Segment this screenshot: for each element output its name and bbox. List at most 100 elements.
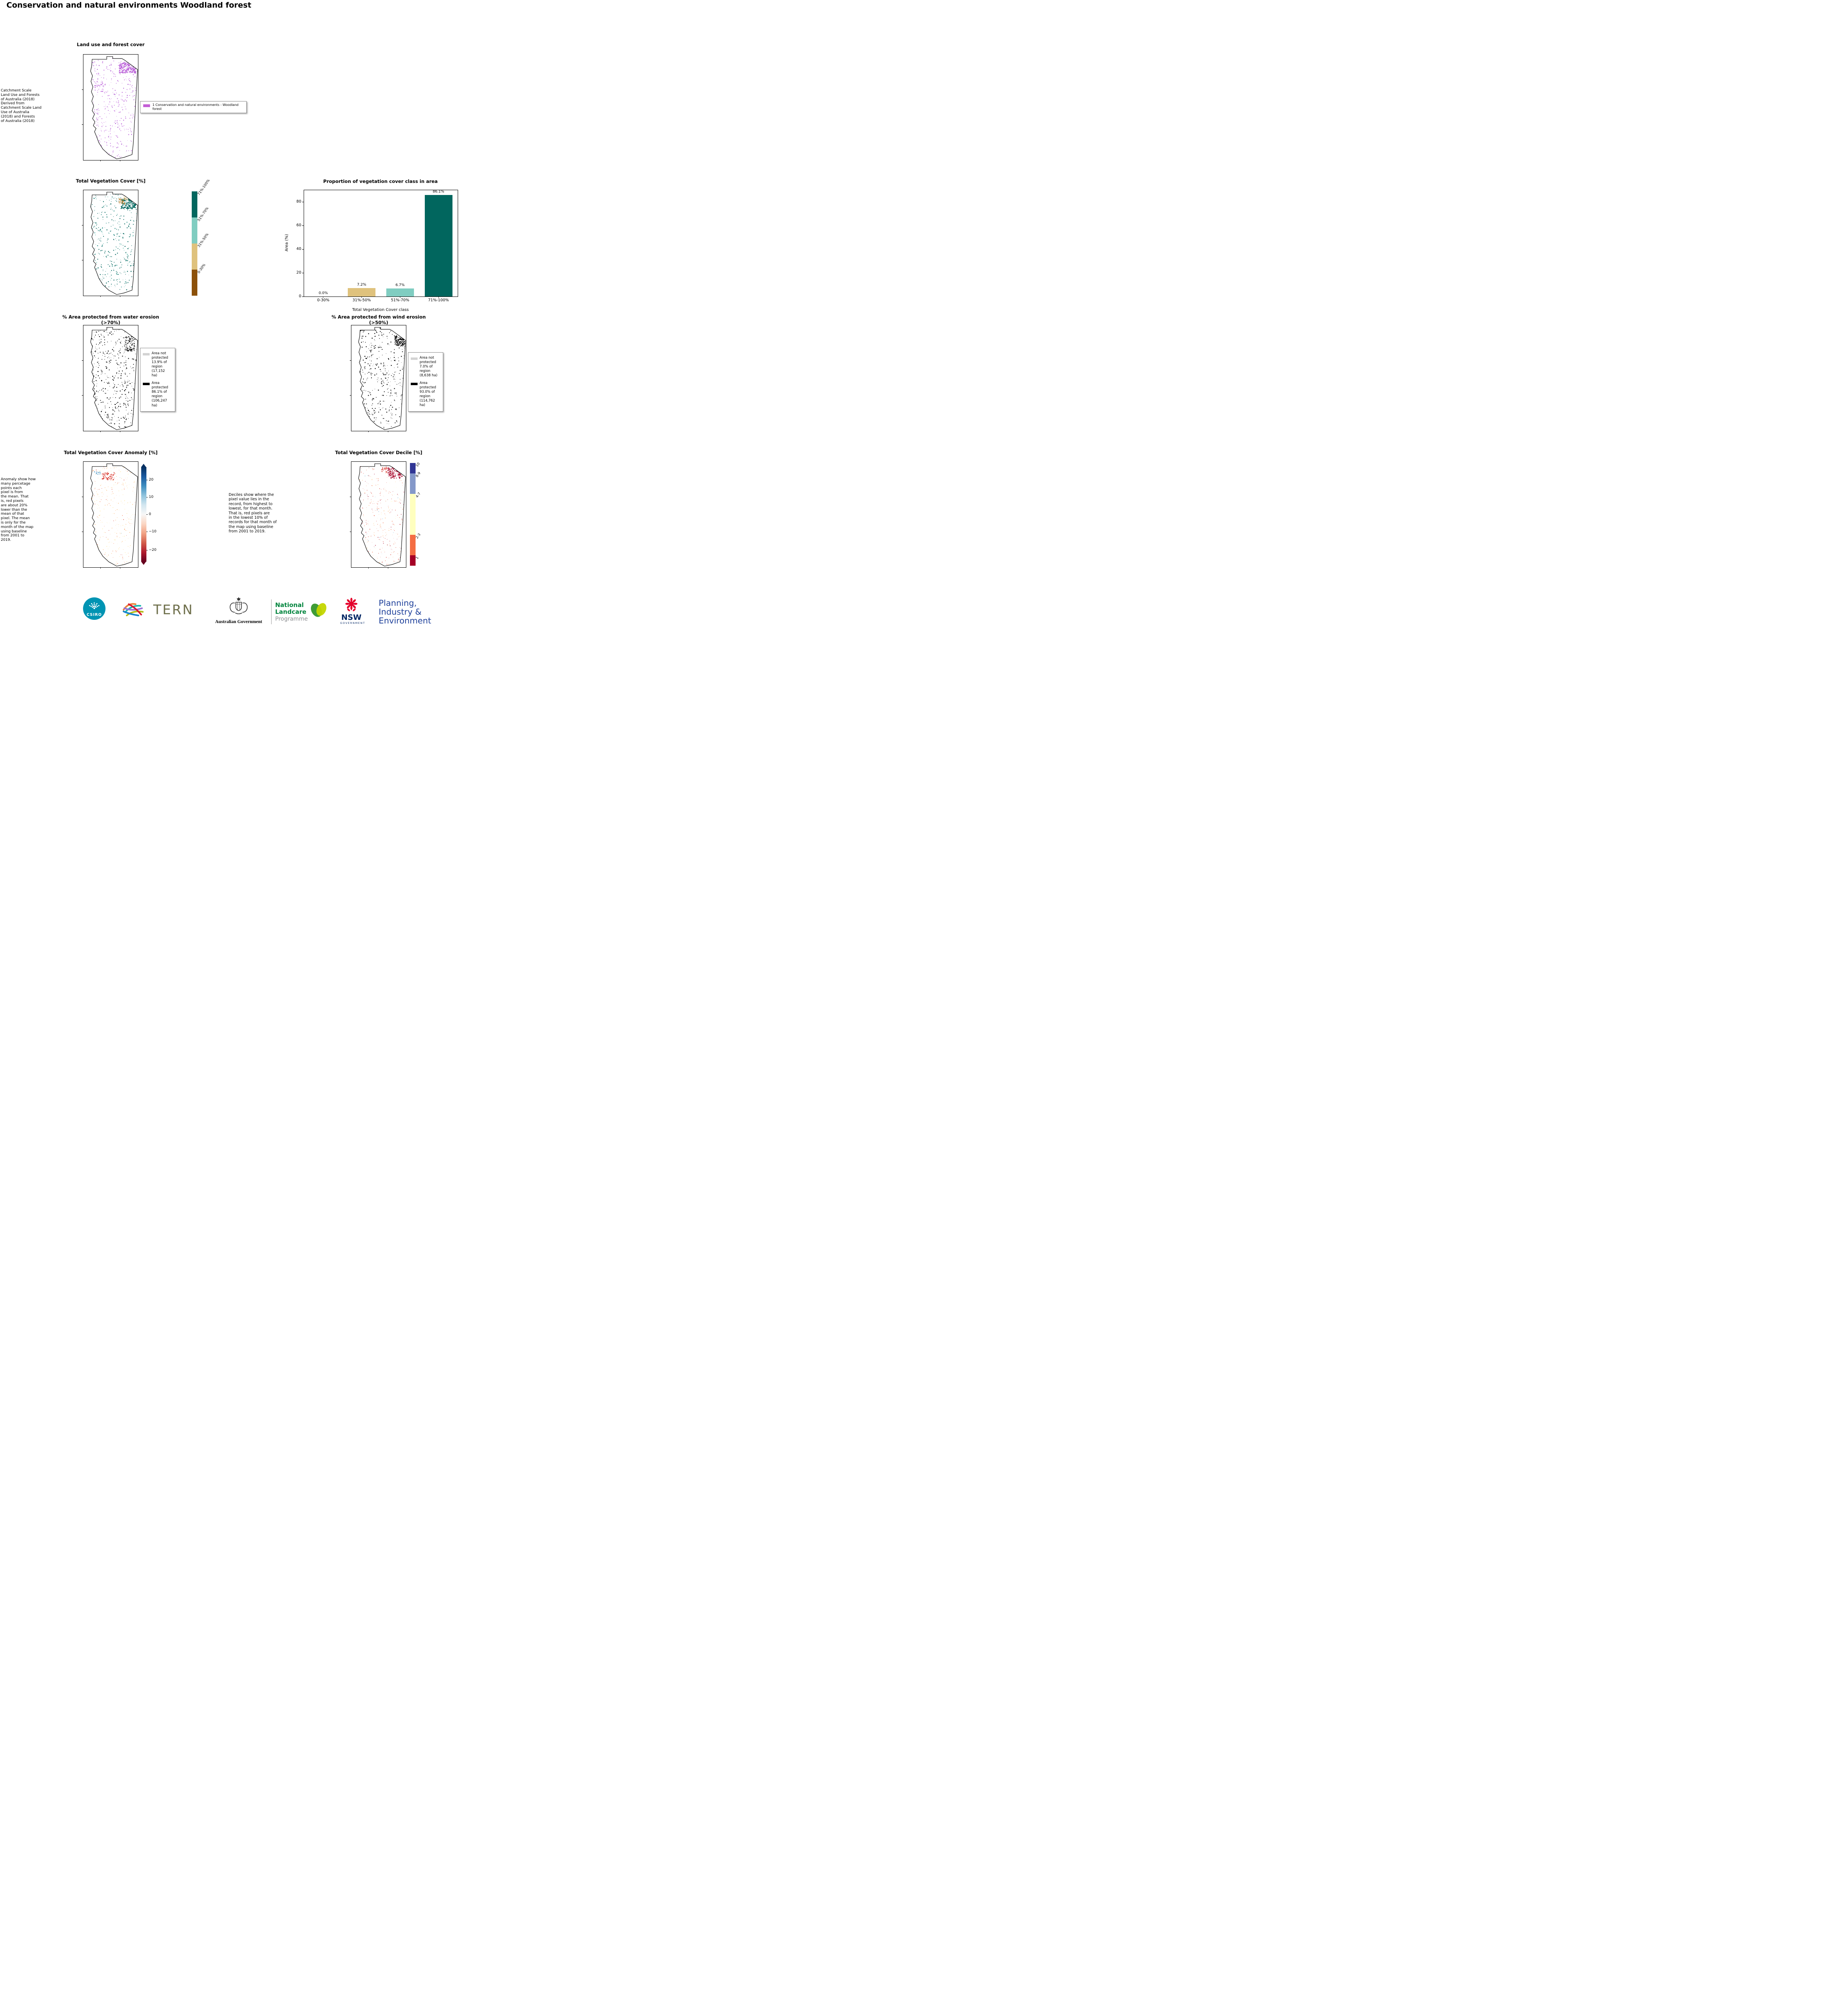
leaf-icon: [311, 603, 327, 617]
axis-tick: [368, 567, 369, 569]
anomaly-panel-title: Total Vegetation Cover Anomaly [%]: [64, 450, 158, 455]
tern-logo: TERN: [120, 599, 194, 619]
colorbar-tick-label: 20: [149, 477, 154, 482]
pie-line-planning: Planning,: [379, 598, 417, 608]
colorbar-label: 10: [415, 462, 421, 468]
legend-entry-label: Area not protected 13.9% of region (17,1…: [152, 351, 168, 378]
nsw-logo: NSW GOVERNMENT: [340, 597, 365, 625]
colorbar-label: 31%-50%: [197, 232, 210, 248]
y-tick: [302, 225, 304, 226]
chart-x-axis-label: Total Vegetation Cover class: [352, 308, 409, 312]
chart-bar: [424, 195, 452, 296]
colorbar-segment: [410, 473, 416, 494]
legend-swatch: [143, 353, 150, 355]
water-panel-title: % Area protected from water erosion (>70…: [62, 314, 159, 325]
ausgov-wordmark: Australian Government: [215, 619, 262, 624]
colorbar-segment: [192, 191, 197, 217]
map-canvas: [90, 463, 138, 566]
x-tick: [361, 296, 362, 298]
csiro-wordmark: CSIRO: [87, 613, 102, 617]
x-tick-label: 31%-50%: [352, 298, 371, 303]
axis-tick: [368, 431, 369, 432]
legend-entry-label: Area protected 86.1% of region (106,247 …: [152, 381, 168, 408]
legend-swatch: [143, 383, 150, 386]
bar-value-label: 7.2%: [357, 282, 367, 287]
water-legend: Area not protected 13.9% of region (17,1…: [140, 348, 175, 412]
colorbar-segment: [410, 493, 416, 535]
colorbar-tick-label: −10: [149, 530, 156, 534]
colorbar-label: 8-9: [415, 471, 422, 478]
wind-panel-title: % Area protected from wind erosion (>50%…: [331, 314, 426, 325]
axis-tick: [100, 160, 101, 161]
map-dots: [90, 464, 138, 566]
colorbar-arrow-up: [141, 464, 146, 467]
map-canvas: [90, 56, 138, 159]
chart-bar: [348, 288, 376, 296]
legend-swatch: [411, 357, 418, 360]
axis-tick: [100, 567, 101, 569]
colorbar-segment: [192, 244, 197, 270]
colorbar-segment: [410, 535, 416, 556]
region-outline: [90, 56, 138, 159]
coat-of-arms-icon: [229, 597, 248, 614]
colorbar-segment: [410, 463, 416, 473]
legend-entry: Area not protected 7.0% of region (8,638…: [411, 356, 440, 378]
y-tick: [302, 249, 304, 250]
colorbar-tick-label: 10: [149, 495, 154, 499]
bar-value-label: 0.0%: [318, 291, 328, 295]
colorbar-label: 4-7: [415, 491, 422, 499]
y-tick-label: 0: [298, 294, 301, 298]
anomaly-map: [82, 461, 138, 569]
y-tick: [302, 296, 304, 297]
x-tick-label: 71%-100%: [428, 298, 449, 303]
landuse-panel-title: Land use and forest cover: [77, 42, 145, 47]
landcare-line-programme: Programme: [275, 615, 308, 622]
landcare-leaf: [307, 598, 331, 623]
proportion-chart: Proportion of vegetation cover class in …: [279, 178, 462, 314]
legend-entry-label: Area not protected 7.0% of region (8,638…: [420, 356, 438, 378]
region-outline: [358, 327, 406, 430]
colorbar-label: 1: [415, 556, 420, 560]
pie-line-environment: Environment: [379, 615, 431, 625]
pie-logo: Planning, Industry & Environment: [379, 599, 431, 625]
pie-line-industry: Industry &: [379, 607, 422, 617]
ausgov-logo: [226, 596, 252, 619]
region-outline: [90, 463, 138, 566]
colorbar-tick: [146, 514, 148, 515]
landcare-line-national: National: [275, 601, 304, 609]
colorbar-label: 71%-100%: [197, 179, 211, 196]
chart-plot-area: 0 20 40 60 80 0.0% 0-30% 7.2% 31%-50% 6.7% 51%-70%…: [296, 190, 458, 303]
legend-entry: Area protected 86.1% of region (106,247 …: [143, 381, 172, 408]
landcare-line-landcare: Landcare: [275, 608, 306, 616]
axis-tick: [350, 360, 351, 361]
colorbar-tick-label: 0: [149, 512, 151, 516]
decile-map: [350, 461, 406, 569]
wind-map: [350, 325, 406, 432]
map-dots: [90, 57, 138, 159]
report-page: Conservation and natural environments Wo…: [0, 0, 462, 641]
csiro-logo: CSIRO: [83, 597, 106, 622]
decile-panel-title: Total Vegetation Cover Decile [%]: [335, 450, 422, 455]
axis-tick: [82, 395, 83, 396]
map-dots: [358, 327, 406, 430]
decile-caption: Deciles show where the pixel value lies …: [229, 493, 277, 534]
x-tick-label: 0-30%: [317, 298, 330, 303]
decile-colorbar: 10 8-9 4-7 2-3 1: [410, 462, 422, 566]
landcare-divider: [271, 599, 272, 624]
colorbar-label: 0-30%: [197, 263, 207, 274]
wind-legend: Area not protected 7.0% of region (8,638…: [408, 352, 443, 412]
colorbar-tick-label: −20: [149, 548, 156, 552]
landuse-legend-label: 1 Conservation and natural environments …: [152, 103, 239, 111]
colorbar-segment: [192, 270, 197, 296]
y-tick-label: 60: [296, 223, 301, 228]
y-tick-label: 20: [296, 270, 301, 275]
landuse-legend: 1 Conservation and natural environments …: [140, 101, 247, 113]
page-title: Conservation and natural environments Wo…: [6, 1, 252, 10]
colorbar-segment: [410, 555, 416, 566]
colorbar-arrow-down: [141, 562, 146, 565]
region-outline: [90, 327, 138, 430]
axis-tick: [82, 124, 83, 125]
x-tick-label: 51%-70%: [391, 298, 410, 303]
csiro-emblem-icon: CSIRO: [83, 597, 105, 620]
map-dots: [358, 464, 406, 566]
